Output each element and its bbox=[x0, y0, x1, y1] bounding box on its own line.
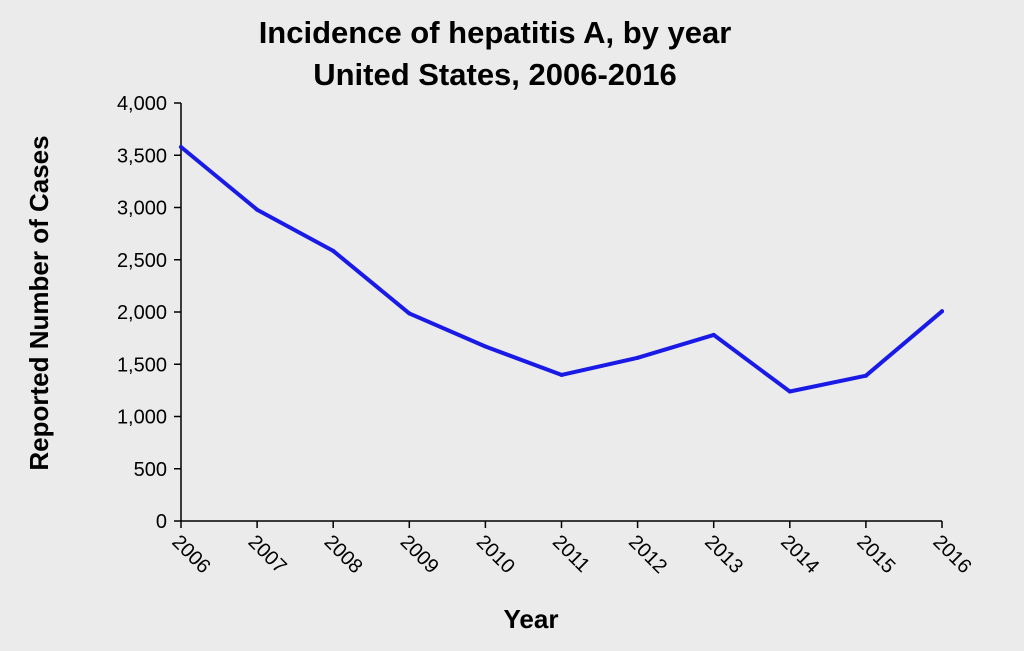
y-tick-label: 500 bbox=[134, 459, 167, 481]
y-tick-label: 2,500 bbox=[117, 250, 167, 272]
data-point bbox=[407, 311, 412, 316]
x-tick-label: 2006 bbox=[167, 531, 214, 578]
chart-axes bbox=[180, 103, 942, 522]
data-point bbox=[711, 332, 716, 337]
x-tick-label: 2010 bbox=[472, 531, 519, 578]
data-point bbox=[559, 372, 564, 377]
y-tick-label: 1,000 bbox=[117, 407, 167, 429]
series-group bbox=[179, 144, 944, 394]
y-tick-label: 1,500 bbox=[117, 354, 167, 376]
x-axis-ticks: 2006 2007 2008 2009 2010 2011 2012 2013 2014 2015… bbox=[167, 521, 975, 578]
data-point bbox=[179, 144, 183, 149]
y-tick-label: 3,000 bbox=[117, 198, 167, 220]
data-point bbox=[787, 389, 792, 394]
data-point bbox=[863, 373, 868, 378]
data-point bbox=[483, 344, 488, 349]
y-tick-label: 0 bbox=[156, 511, 167, 533]
series-line bbox=[179, 145, 944, 394]
chart-title-block: Incidence of hepatitis A, by year United… bbox=[0, 12, 990, 96]
x-tick-label: 2012 bbox=[624, 531, 671, 578]
x-axis-title: Year bbox=[504, 604, 559, 634]
data-point bbox=[331, 248, 336, 253]
y-axis-ticks: 0 500 1,000 1,500 2,000 2,500 3,000 3,500 4,000 bbox=[117, 93, 181, 533]
chart-subtitle: United States, 2006-2016 bbox=[313, 57, 677, 92]
y-tick-label: 3,500 bbox=[117, 145, 167, 167]
data-point bbox=[255, 207, 260, 212]
y-tick-label: 2,000 bbox=[117, 302, 167, 324]
x-tick-label: 2014 bbox=[776, 531, 823, 578]
chart-title: Incidence of hepatitis A, by year bbox=[258, 15, 732, 50]
x-tick-label: 2015 bbox=[852, 531, 899, 578]
x-tick-label: 2011 bbox=[548, 531, 594, 577]
x-tick-label: 2016 bbox=[928, 531, 975, 578]
y-tick-label: 4,000 bbox=[117, 93, 167, 115]
x-tick-label: 2008 bbox=[320, 531, 367, 578]
x-tick-label: 2007 bbox=[244, 531, 291, 578]
x-tick-label: 2013 bbox=[700, 531, 747, 578]
x-tick-label: 2009 bbox=[396, 531, 443, 578]
y-axis-title: Reported Number of Cases bbox=[24, 135, 54, 470]
data-point bbox=[940, 309, 944, 314]
data-point bbox=[635, 355, 640, 360]
